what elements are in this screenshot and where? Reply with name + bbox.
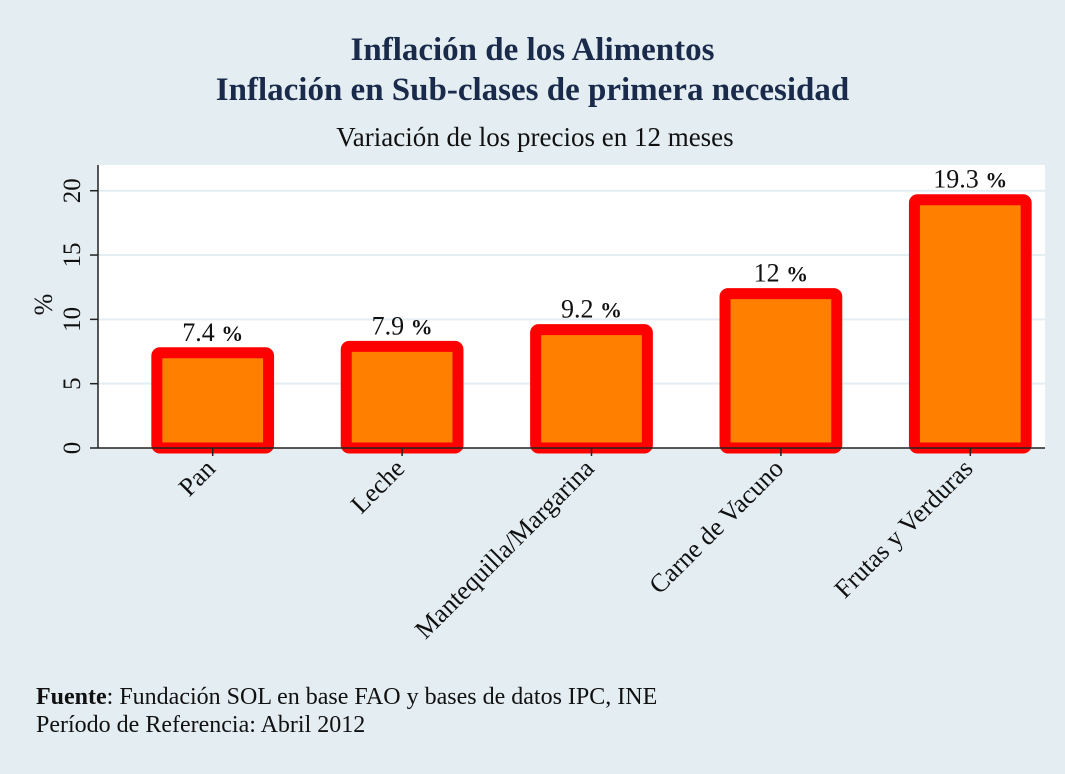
chart-title: Inflación de los Alimentos Inflación en … bbox=[0, 30, 1065, 110]
chart-subtitle: Variación de los precios en 12 meses bbox=[336, 122, 734, 152]
bar bbox=[719, 288, 843, 454]
data-label: 9.2 % bbox=[561, 295, 622, 324]
bar bbox=[340, 340, 464, 454]
footer: Fuente: Fundación SOL en base FAO y base… bbox=[36, 683, 657, 739]
data-label: 7.4 % bbox=[182, 318, 243, 347]
bar bbox=[530, 324, 653, 454]
data-labels: 7.4 % 7.9 % 9.2 % 12 % 19.3 % bbox=[182, 165, 1007, 347]
x-tick-label: Mantequilla/Margarina bbox=[409, 453, 600, 644]
data-label: 19.3 % bbox=[933, 165, 1007, 194]
y-tick-label: 10 bbox=[59, 307, 86, 332]
bars bbox=[151, 194, 1032, 454]
bar bbox=[908, 194, 1032, 454]
source-label: Fuente bbox=[36, 684, 107, 710]
y-tick-label: 0 bbox=[59, 442, 86, 455]
data-label: 12 % bbox=[754, 259, 809, 288]
source-text: : Fundación SOL en base FAO y bases de d… bbox=[106, 684, 658, 710]
data-label: 7.9 % bbox=[372, 311, 433, 340]
y-tick-label: 15 bbox=[59, 243, 86, 268]
x-tick-label: Carne de Vacuno bbox=[643, 454, 789, 600]
y-tick-label: 5 bbox=[59, 377, 86, 390]
y-tick-label: 20 bbox=[59, 178, 86, 203]
x-tick-label: Frutas y Verduras bbox=[829, 454, 979, 604]
x-tick-label: Pan bbox=[173, 454, 221, 502]
title-line-2: Inflación en Sub-clases de primera neces… bbox=[215, 72, 850, 108]
title-line-1: Inflación de los Alimentos bbox=[350, 32, 715, 68]
period-line: Período de Referencia: Abril 2012 bbox=[36, 712, 366, 738]
bar bbox=[151, 347, 275, 454]
x-tick-label: Leche bbox=[345, 454, 410, 519]
source-line: Fuente: Fundación SOL en base FAO y base… bbox=[36, 683, 657, 711]
y-axis-label: % bbox=[29, 294, 58, 316]
